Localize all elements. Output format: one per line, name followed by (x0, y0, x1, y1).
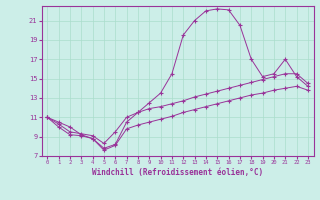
X-axis label: Windchill (Refroidissement éolien,°C): Windchill (Refroidissement éolien,°C) (92, 168, 263, 177)
